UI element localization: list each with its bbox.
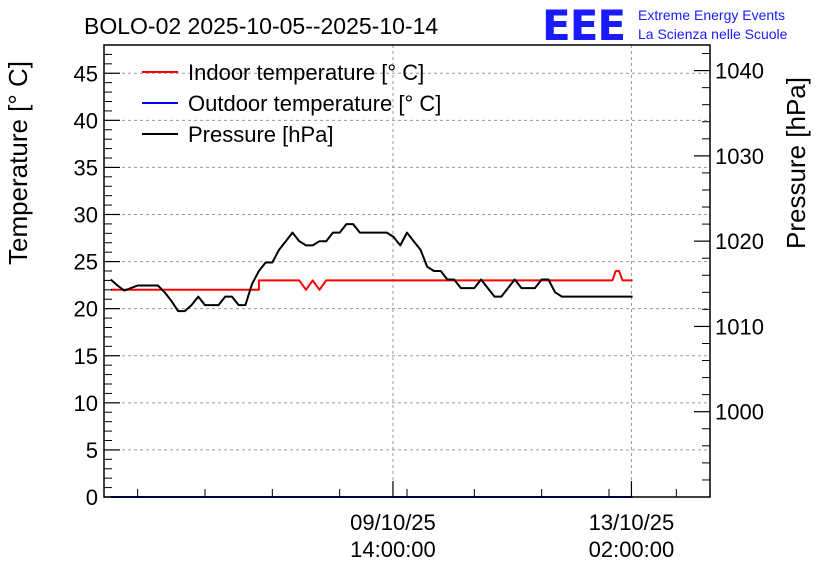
y-axis-left-label: Temperature [° C]	[3, 61, 33, 265]
x-tick-label-time: 14:00:00	[350, 537, 436, 562]
x-tick-label-time: 02:00:00	[589, 537, 675, 562]
chart-title: BOLO-02 2025-10-05--2025-10-14	[84, 13, 438, 39]
y-right-tick-label: 1040	[715, 59, 764, 84]
logo-mark: EEE	[542, 1, 625, 50]
y-left-tick-label: 30	[74, 203, 98, 228]
y-right-tick-label: 1000	[715, 400, 764, 425]
y-left-tick-label: 45	[74, 61, 98, 86]
y-right-tick-label: 1010	[715, 314, 764, 339]
legend-label-indoor: Indoor temperature [° C]	[188, 60, 424, 85]
x-tick-label-date: 09/10/25	[350, 510, 436, 535]
series-lines	[110, 223, 633, 498]
series-line-indoor-temperature	[110, 270, 633, 291]
logo-line-1: Extreme Energy Events	[638, 7, 785, 23]
y-axis-right-label: Pressure [hPa]	[781, 77, 811, 249]
legend-label-pressure: Pressure [hPa]	[188, 122, 334, 147]
y-left-tick-label: 10	[74, 391, 98, 416]
eee-logo: EEE Extreme Energy Events La Scienza nel…	[542, 1, 788, 50]
y-left-tick-label: 5	[86, 438, 98, 463]
y-left-tick-label: 40	[74, 108, 98, 133]
y-right-tick-label: 1030	[715, 144, 764, 169]
y-left-tick-label: 25	[74, 250, 98, 275]
logo-line-2: La Scienza nelle Scuole	[638, 26, 788, 42]
axis-ticks: 0 5 10 15 20 25 30 35 40 45 1000 1010 1020 1030 1040 09…	[74, 53, 764, 562]
y-left-tick-label: 0	[86, 485, 98, 510]
y-left-tick-label: 35	[74, 155, 98, 180]
series-line-pressure	[110, 223, 633, 313]
legend-label-outdoor: Outdoor temperature [° C]	[188, 91, 441, 116]
grid-lines	[104, 45, 710, 497]
y-right-tick-label: 1020	[715, 229, 764, 254]
legend: Indoor temperature [° C] Outdoor tempera…	[142, 60, 441, 147]
y-left-tick-label: 15	[74, 344, 98, 369]
x-tick-label-date: 13/10/25	[589, 510, 675, 535]
y-left-tick-label: 20	[74, 297, 98, 322]
